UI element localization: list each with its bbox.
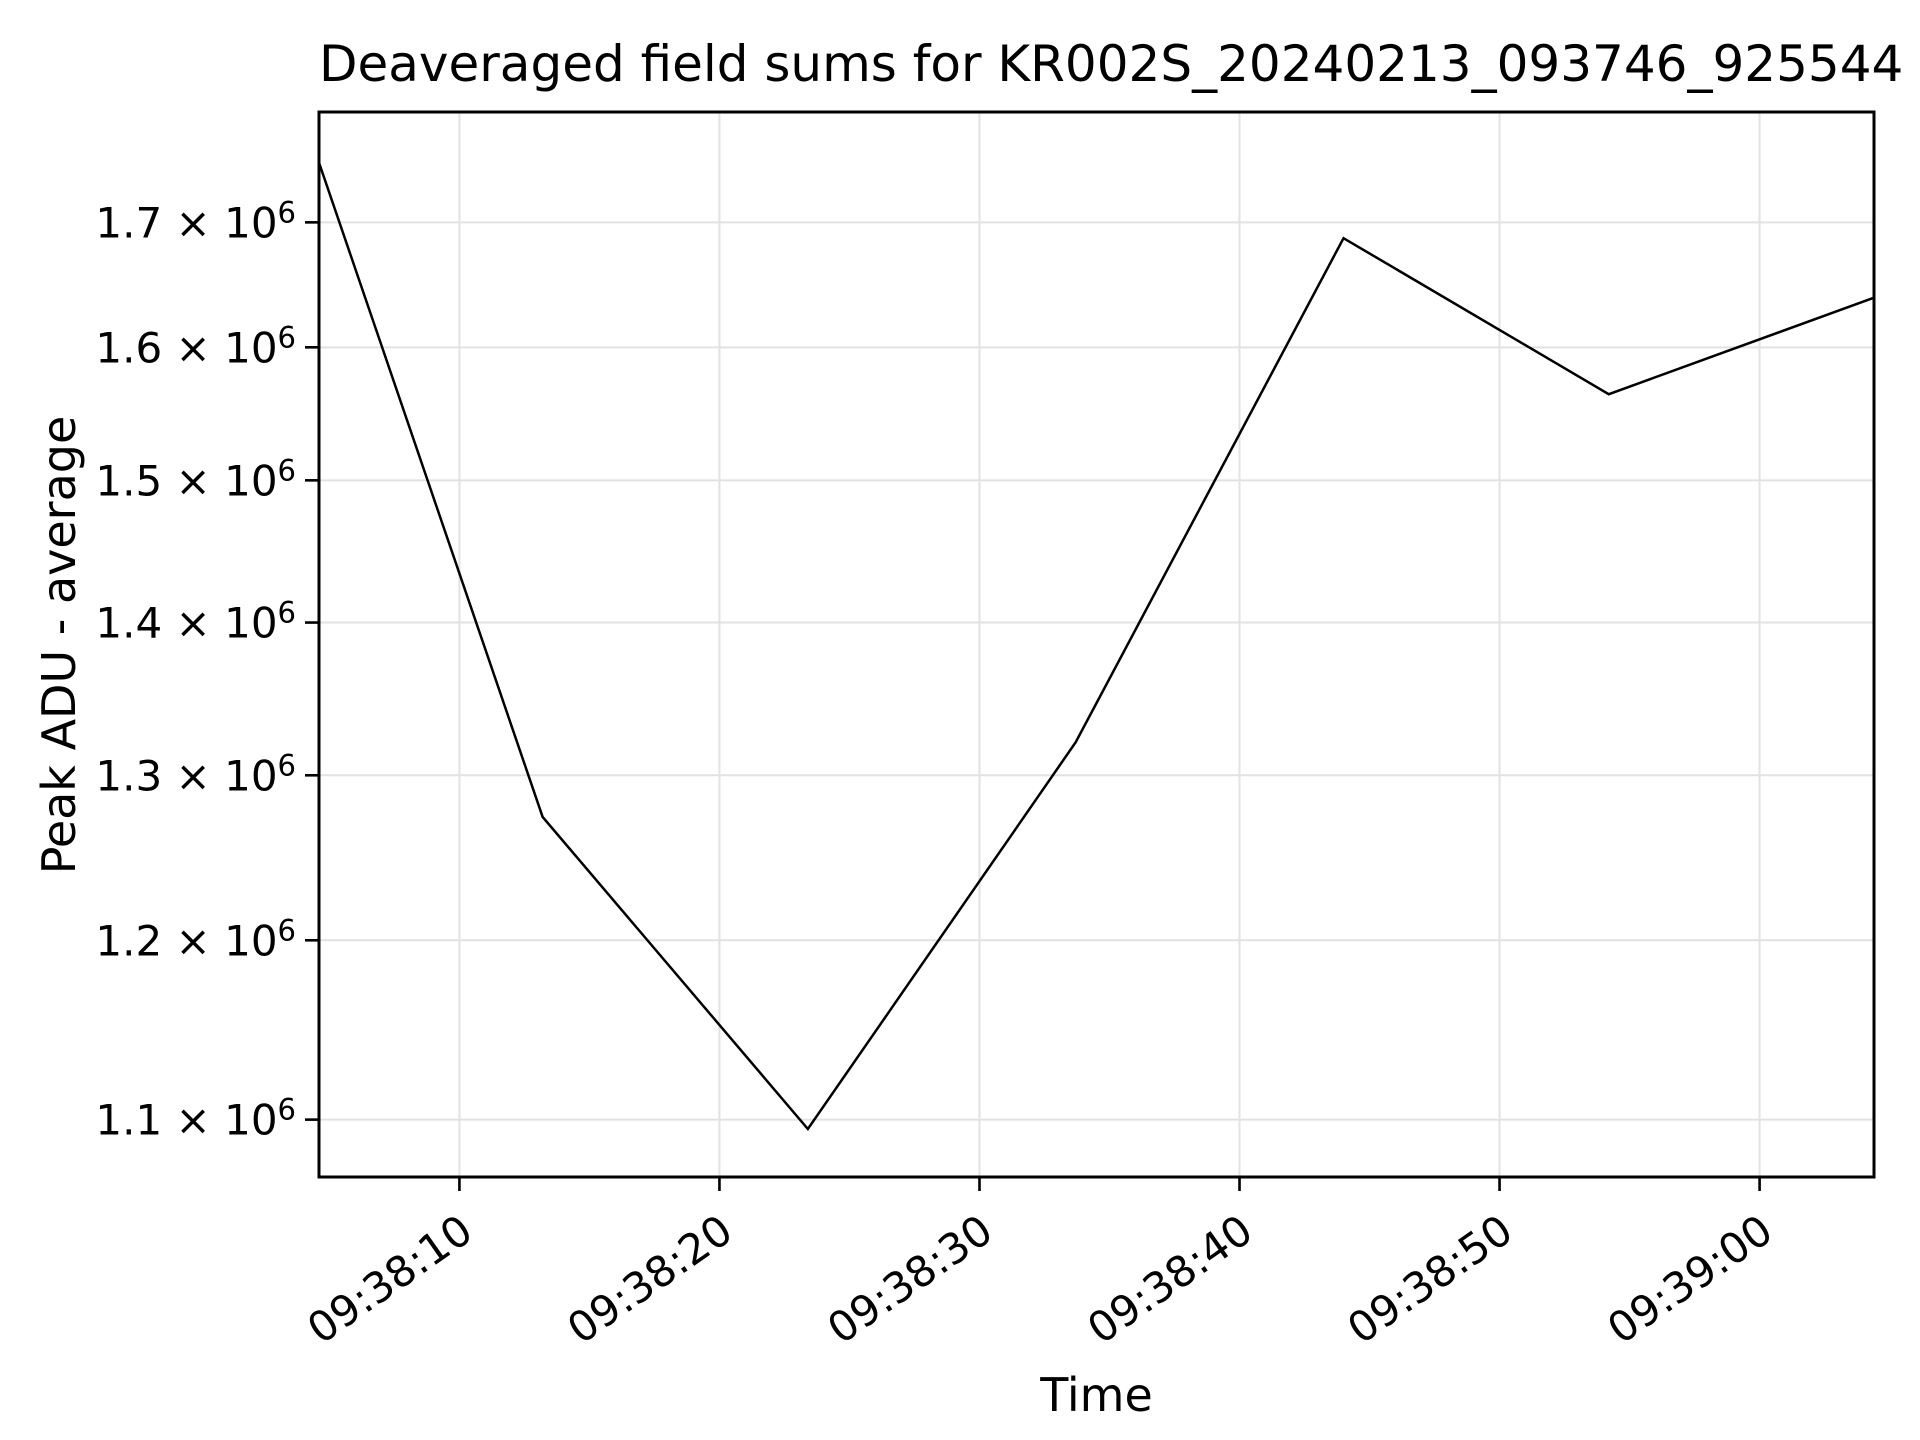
axes-spines [317,110,1876,1179]
x-tick-label: 09:38:10 [299,1205,482,1353]
x-tick-label: 09:39:00 [1599,1205,1782,1353]
chart-title: Deaveraged field sums for KR002S_2024021… [319,35,1904,93]
x-tick-label: 09:38:40 [1079,1205,1262,1353]
y-tick-label: 1.7 × 106 [95,195,296,247]
y-tick-exponent: 6 [278,596,296,630]
y-tick-label: 1.5 × 106 [95,453,296,505]
x-tick-label: 09:38:20 [559,1205,742,1353]
y-tick-exponent: 6 [278,195,296,229]
y-tick-exponent: 6 [278,320,296,354]
x-tick-label: 09:38:30 [819,1205,1002,1353]
x-tick-label: 09:38:50 [1339,1205,1522,1353]
y-tick-label: 1.6 × 106 [95,320,296,372]
y-tick-label: 1.1 × 106 [95,1093,296,1145]
data-line [317,162,1875,1132]
y-tick-label: 1.4 × 106 [95,596,296,648]
y-tick-label: 1.3 × 106 [95,748,296,800]
y-tick-exponent: 6 [278,1093,296,1127]
y-tick-exponent: 6 [278,913,296,947]
y-tick-label: 1.2 × 106 [95,913,296,965]
y-tick-exponent: 6 [278,453,296,487]
y-tick-exponent: 6 [278,748,296,782]
x-axis-label: Time [1040,1368,1153,1422]
